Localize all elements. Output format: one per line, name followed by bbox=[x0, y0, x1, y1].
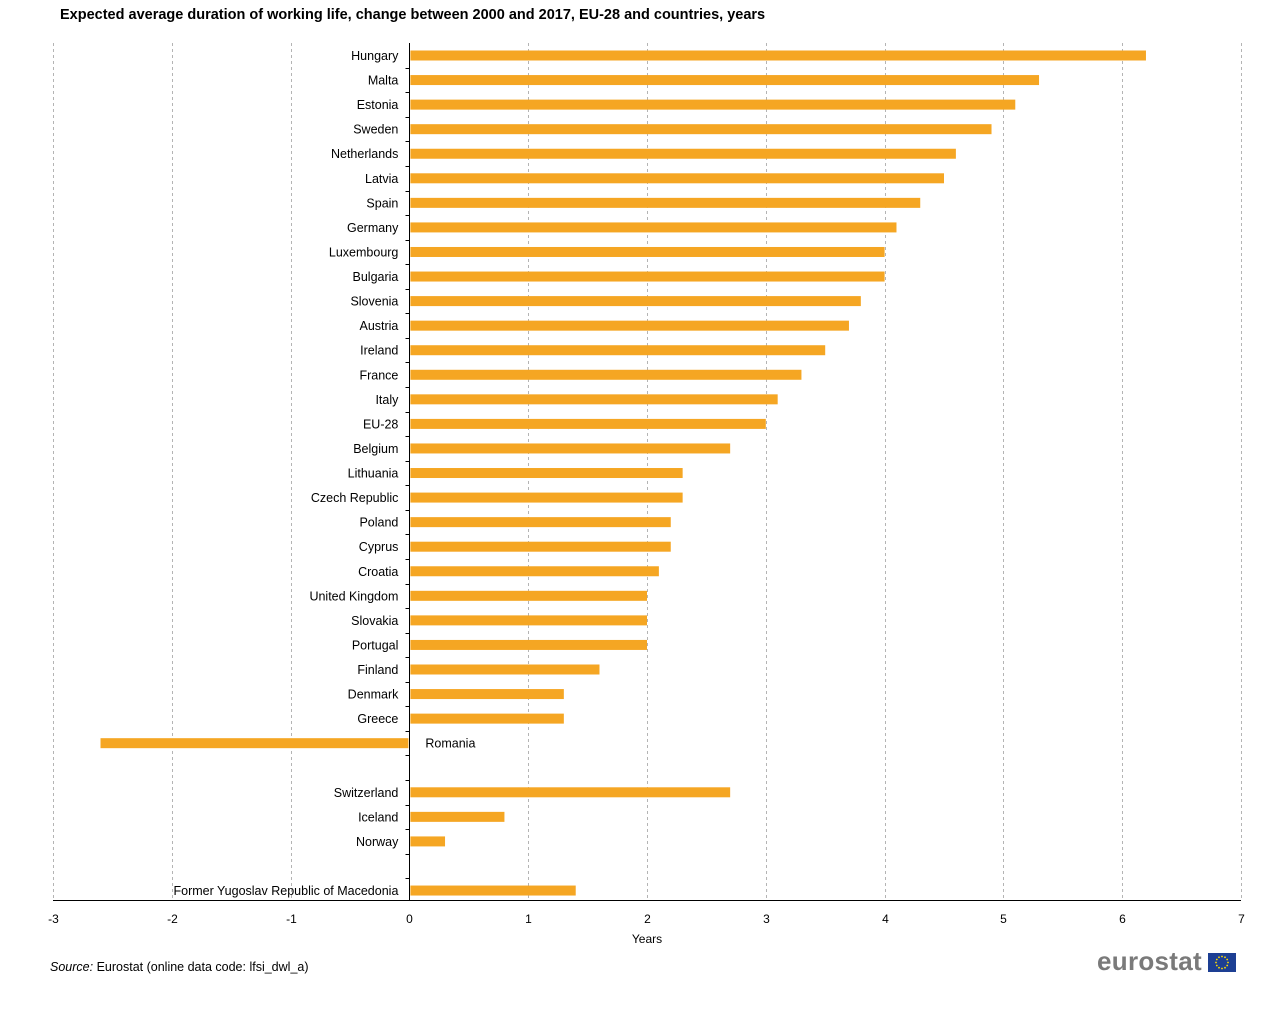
bar bbox=[410, 296, 861, 307]
bar bbox=[410, 173, 944, 184]
category-label: Slovakia bbox=[351, 614, 398, 628]
category-label: Romania bbox=[425, 737, 475, 751]
x-tick-label: 6 bbox=[1119, 912, 1126, 926]
category-label: France bbox=[359, 368, 398, 382]
bar bbox=[410, 689, 564, 700]
category-label: Latvia bbox=[365, 172, 398, 186]
bar bbox=[410, 271, 885, 282]
category-label: Italy bbox=[375, 393, 399, 407]
x-tick-label: 2 bbox=[644, 912, 651, 926]
bar bbox=[410, 492, 683, 503]
bar bbox=[410, 885, 576, 896]
category-label: Germany bbox=[347, 221, 399, 235]
bar bbox=[410, 418, 766, 429]
source-label: Source: bbox=[50, 960, 94, 974]
bar bbox=[410, 148, 956, 159]
category-label: EU-28 bbox=[363, 417, 398, 431]
bar bbox=[410, 713, 564, 724]
eu-flag-icon bbox=[1207, 953, 1236, 972]
category-label: Cyprus bbox=[359, 540, 399, 554]
bar bbox=[410, 664, 600, 675]
source-note: Source: Eurostat (online data code: lfsi… bbox=[50, 960, 309, 974]
bar bbox=[410, 246, 885, 257]
x-tick-label: -1 bbox=[286, 912, 297, 926]
category-label: Sweden bbox=[353, 123, 398, 137]
chart-title: Expected average duration of working lif… bbox=[60, 7, 766, 23]
x-tick-label: 1 bbox=[525, 912, 532, 926]
bar bbox=[410, 320, 849, 331]
bar bbox=[410, 836, 446, 847]
bar bbox=[410, 590, 647, 601]
bar bbox=[410, 541, 671, 552]
x-tick-label: 0 bbox=[406, 912, 413, 926]
bar bbox=[410, 197, 921, 208]
category-label: Hungary bbox=[351, 49, 399, 63]
category-label: Poland bbox=[359, 516, 398, 530]
x-axis-title: Years bbox=[632, 932, 662, 946]
eurostat-logo: eurostat bbox=[1097, 946, 1236, 977]
bar bbox=[410, 787, 731, 798]
category-labels: Hungary Malta Estonia Sweden Netherlands Latv… bbox=[174, 49, 476, 898]
axes: -3 -2 -1 0 1 2 3 4 5 6 7 bbox=[48, 43, 1245, 926]
category-label: Austria bbox=[359, 319, 398, 333]
bar bbox=[410, 369, 802, 380]
category-label: Netherlands bbox=[331, 147, 398, 161]
bar bbox=[410, 124, 992, 135]
x-tick-label: 4 bbox=[882, 912, 889, 926]
source-text: Eurostat (online data code: lfsi_dwl_a) bbox=[96, 960, 309, 974]
category-label: Spain bbox=[366, 196, 398, 210]
category-label: Lithuania bbox=[348, 467, 399, 481]
bar bbox=[410, 443, 731, 454]
bars bbox=[100, 50, 1146, 896]
bar bbox=[410, 99, 1016, 110]
category-label: Croatia bbox=[358, 565, 398, 579]
bar bbox=[410, 394, 778, 405]
category-label: Estonia bbox=[357, 98, 399, 112]
eurostat-wordmark: eurostat bbox=[1097, 946, 1202, 976]
category-label: Greece bbox=[357, 712, 398, 726]
category-label: Iceland bbox=[358, 810, 398, 824]
bar bbox=[410, 468, 683, 479]
category-label: Portugal bbox=[352, 638, 399, 652]
bar bbox=[410, 639, 647, 650]
category-label: Denmark bbox=[348, 688, 399, 702]
category-label: Czech Republic bbox=[311, 491, 399, 505]
bar bbox=[410, 615, 647, 626]
category-label: Switzerland bbox=[334, 786, 399, 800]
x-tick-label: -2 bbox=[167, 912, 178, 926]
category-label: Ireland bbox=[360, 344, 398, 358]
category-label: Luxembourg bbox=[329, 245, 399, 259]
category-label: Malta bbox=[368, 74, 399, 88]
bar bbox=[410, 566, 659, 577]
bar bbox=[410, 75, 1040, 86]
x-tick-label: -3 bbox=[48, 912, 59, 926]
category-label: United Kingdom bbox=[309, 589, 398, 603]
x-tick-label: 3 bbox=[763, 912, 770, 926]
category-label: Bulgaria bbox=[353, 270, 399, 284]
bar bbox=[100, 738, 409, 749]
category-label: Finland bbox=[357, 663, 398, 677]
bar bbox=[410, 517, 671, 528]
bar bbox=[410, 345, 826, 356]
bar bbox=[410, 811, 505, 822]
category-label: Belgium bbox=[353, 442, 398, 456]
category-label: Norway bbox=[356, 835, 399, 849]
category-label: Former Yugoslav Republic of Macedonia bbox=[174, 884, 399, 898]
x-tick-label: 7 bbox=[1238, 912, 1245, 926]
bar bbox=[410, 50, 1146, 61]
x-tick-label: 5 bbox=[1000, 912, 1007, 926]
bar bbox=[410, 222, 897, 233]
category-label: Slovenia bbox=[350, 295, 398, 309]
